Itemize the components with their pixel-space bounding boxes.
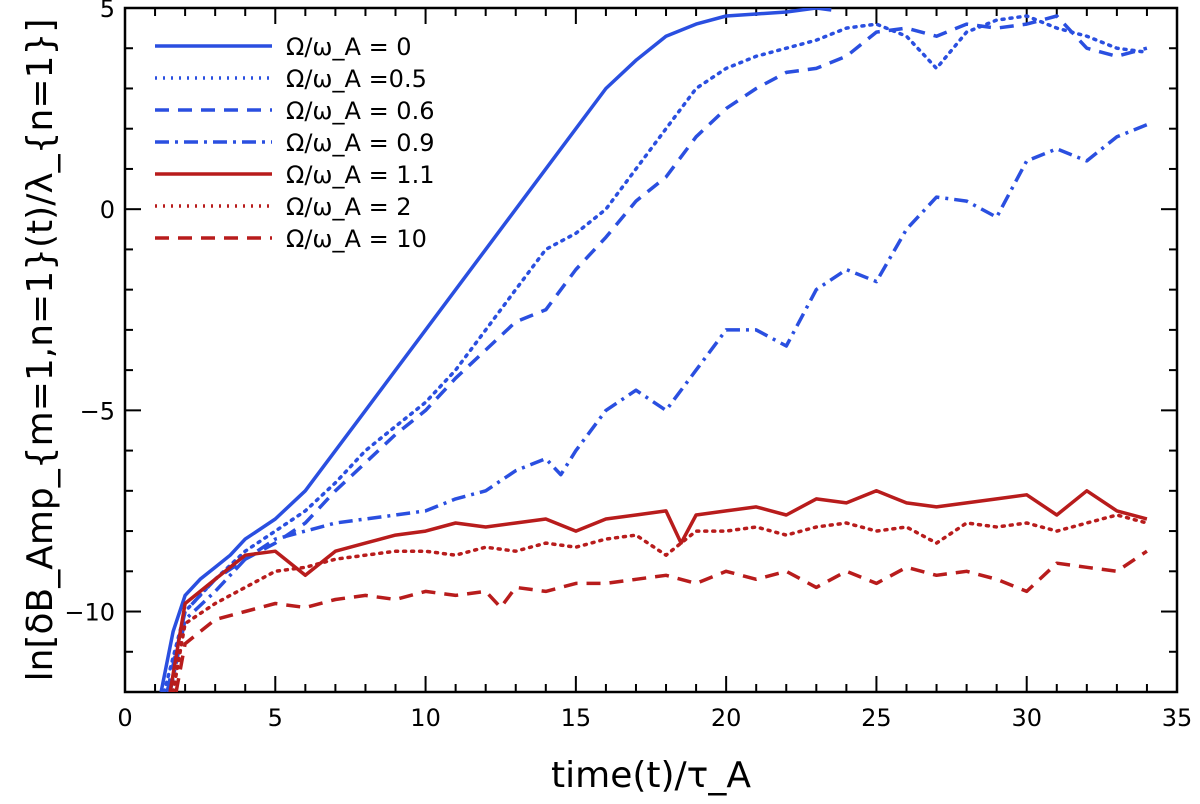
legend-label-3: Ω/ω_A = 0.6 — [286, 97, 434, 125]
y-tick-label: 0 — [100, 196, 115, 224]
x-tick-label: 20 — [711, 704, 742, 732]
x-tick-label: 5 — [268, 704, 283, 732]
series-line-3 — [165, 14, 1148, 692]
x-tick-label: 30 — [1011, 704, 1042, 732]
legend-label-7: Ω/ω_A = 10 — [286, 225, 427, 253]
y-tick-label: −10 — [64, 599, 115, 627]
legend-label-4: Ω/ω_A = 0.9 — [286, 129, 434, 157]
series-line-6 — [171, 513, 1149, 692]
y-tick-label: 5 — [100, 0, 115, 23]
x-tick-label: 15 — [561, 704, 592, 732]
series-line-7 — [174, 549, 1148, 692]
legend-label-6: Ω/ω_A = 2 — [286, 193, 412, 221]
x-tick-label: 0 — [117, 704, 132, 732]
series-line-5 — [168, 489, 1148, 692]
x-axis-title: time(t)/τ_A — [551, 755, 751, 796]
series-line-1 — [159, 8, 832, 692]
series-layer — [159, 8, 1149, 692]
legend-label-1: Ω/ω_A = 0 — [286, 33, 412, 61]
x-tick-label: 10 — [410, 704, 441, 732]
x-tick-label: 35 — [1162, 704, 1193, 732]
legend-label-2: Ω/ω_A =0.5 — [286, 65, 427, 93]
axis-ticks: 0 5 10 15 20 25 30 35 −10 −5 0 5 — [64, 0, 1192, 732]
x-tick-label: 25 — [861, 704, 892, 732]
series-line-4 — [168, 123, 1148, 692]
legend: Ω/ω_A = 0 Ω/ω_A =0.5 Ω/ω_A = 0.6 Ω/ω_A = 0.… — [155, 33, 434, 253]
legend-label-5: Ω/ω_A = 1.1 — [286, 161, 434, 189]
y-axis-title: ln[δB_Amp_{m=1,n=1}(t)/λ_{n=1}] — [20, 19, 61, 682]
y-tick-label: −5 — [80, 397, 115, 425]
plot-frame — [123, 6, 1179, 694]
